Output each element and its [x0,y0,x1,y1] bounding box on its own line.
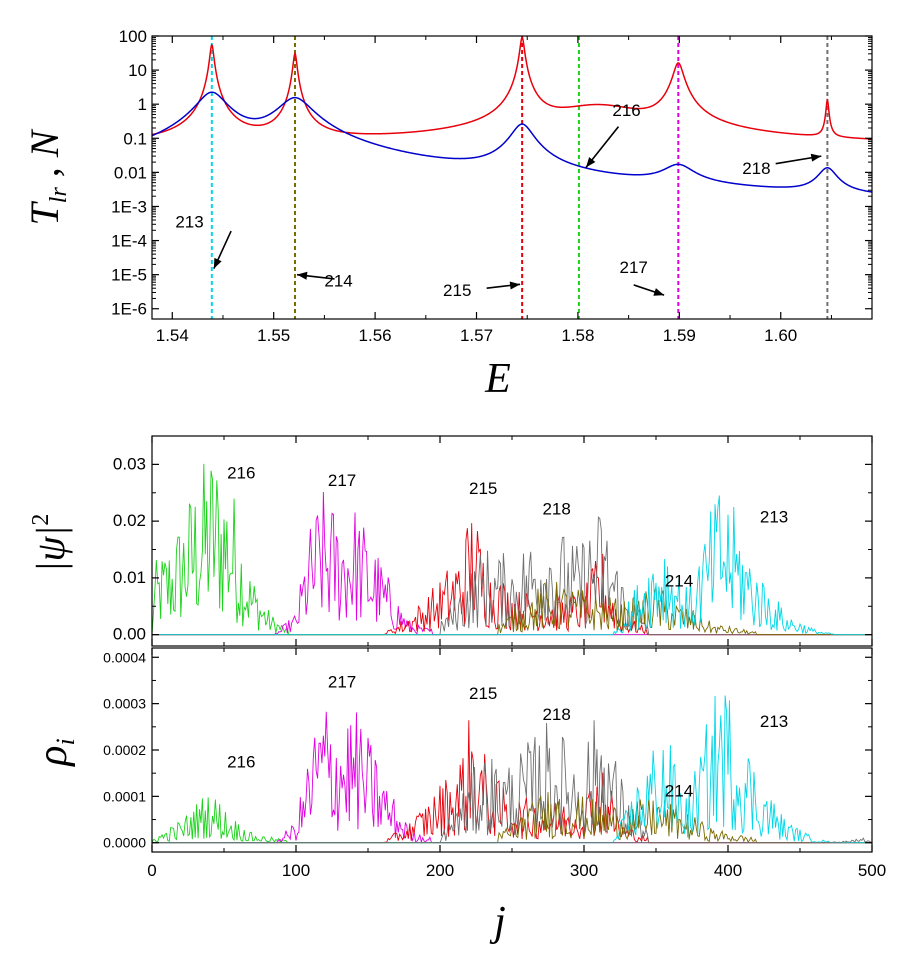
y-tick-label: 1 [138,95,147,114]
annotation-label-217: 217 [620,258,648,277]
annotation-label-215: 215 [469,479,497,498]
transmission-y-axis-label: Tlr , N [22,128,72,225]
y-tick-label: 0.0000 [103,835,146,851]
y-label-psi-superscript: 2 [28,514,54,526]
series-line-213 [152,495,872,636]
y-tick-label: 0.0001 [103,788,146,804]
series-line-tail [152,837,872,844]
density-series [152,695,872,844]
transmission-y-axis: 100 10 1 0.1 0.01 1E-3 1E-4 1E-5 1E-6 [111,27,872,319]
annotation-arrowhead-217 [653,288,665,296]
y-tick-label: 1E-4 [111,232,147,251]
annotation-label-214: 214 [324,271,352,290]
density-annotations: 216 217 215 218 214 213 [227,672,788,800]
density-x-axis: 0 100 200 300 400 500 [147,648,886,880]
wavefunction-plot: 0.00 0.01 0.02 0.03 216 217 215 218 214 213 |ψ|2 [28,435,873,647]
y-label-psi: |ψ| [28,526,73,573]
x-tick-label: 200 [426,861,454,880]
x-tick-label: 1.54 [156,326,189,345]
annotation-label-213: 213 [760,712,788,731]
y-tick-label: 1E-6 [111,300,147,319]
annotation-label-215: 215 [443,281,471,300]
x-tick-label: 500 [858,861,886,880]
y-tick-label: 0.0003 [103,696,146,712]
x-tick-label: 1.58 [561,326,594,345]
transmission-x-axis: 1.54 1.55 1.56 1.57 1.58 1.59 1.60 [156,36,832,345]
y-label-T: T [22,200,67,225]
x-tick-label: 1.60 [764,326,797,345]
series-line-transmission [152,36,872,140]
annotation-label-218: 218 [742,159,770,178]
annotation-label-218: 218 [542,499,570,518]
x-tick-label: 100 [282,861,310,880]
x-tick-label: 1.56 [359,326,392,345]
wavefunction-series [152,463,872,636]
y-label-T-subscript: lr [46,187,72,204]
x-tick-label: 0 [147,861,156,880]
y-label-rho-subscript: i [51,738,80,745]
wavefunction-y-axis: 0.00 0.01 0.02 0.03 [113,435,873,646]
y-tick-label: 0.0002 [103,742,146,758]
annotation-label-213: 213 [175,213,203,232]
y-tick-label: 0.03 [113,454,146,473]
y-tick-label: 0.00 [113,625,146,644]
y-tick-label: 0.01 [113,568,146,587]
y-tick-label: 0.01 [114,163,147,182]
y-label-N: N [22,128,67,158]
y-label-rho: ρ [30,746,76,768]
resonance-marker-lines [210,36,829,319]
transmission-x-axis-label: E [484,356,511,402]
annotation-label-218: 218 [542,705,570,724]
y-tick-label: 1E-5 [111,266,147,285]
x-tick-label: 300 [570,861,598,880]
density-y-axis-label: ρi [30,738,80,767]
density-y-axis: 0.0000 0.0001 0.0002 0.0003 0.0004 [103,649,872,851]
y-tick-label: 0.02 [113,511,146,530]
annotation-label-215: 215 [469,684,497,703]
y-label-separator: , [22,157,67,187]
annotation-label-216: 216 [227,464,255,483]
density-x-axis-label: j [489,899,506,945]
annotation-arrowhead-215 [509,281,521,290]
annotation-label-214: 214 [665,571,693,590]
series-line-214 [152,792,872,844]
x-tick-label: 1.57 [460,326,493,345]
annotation-label-213: 213 [760,507,788,526]
annotation-label-217: 217 [328,672,356,691]
y-tick-label: 1E-3 [111,197,147,216]
annotation-label-216: 216 [227,753,255,772]
y-tick-label: 100 [119,27,147,46]
annotation-arrowhead-216 [586,157,596,168]
x-tick-label: 400 [714,861,742,880]
annotation-label-216: 216 [612,101,640,120]
annotation-label-217: 217 [328,471,356,490]
annotation-arrowhead-218 [810,153,822,162]
y-tick-label: 0.1 [123,129,147,148]
series-line-norm [152,91,872,193]
annotation-arrowhead-213 [213,257,222,269]
y-tick-label: 10 [128,61,147,80]
wavefunction-annotations: 216 217 215 218 214 213 [227,464,788,591]
x-tick-label: 1.55 [257,326,290,345]
transmission-series [152,36,872,193]
annotation-arrowhead-214 [297,271,308,280]
y-tick-label: 0.0004 [103,649,146,665]
density-plot-frame [151,647,873,853]
annotation-label-214: 214 [665,781,693,800]
x-tick-label: 1.59 [663,326,696,345]
wavefunction-y-axis-label: |ψ|2 [28,514,73,573]
resonance-annotations: 213 214 215 216 217 218 [175,101,822,300]
density-plot: 0.0000 0.0001 0.0002 0.0003 0.0004 0 100 200 30… [30,647,886,945]
